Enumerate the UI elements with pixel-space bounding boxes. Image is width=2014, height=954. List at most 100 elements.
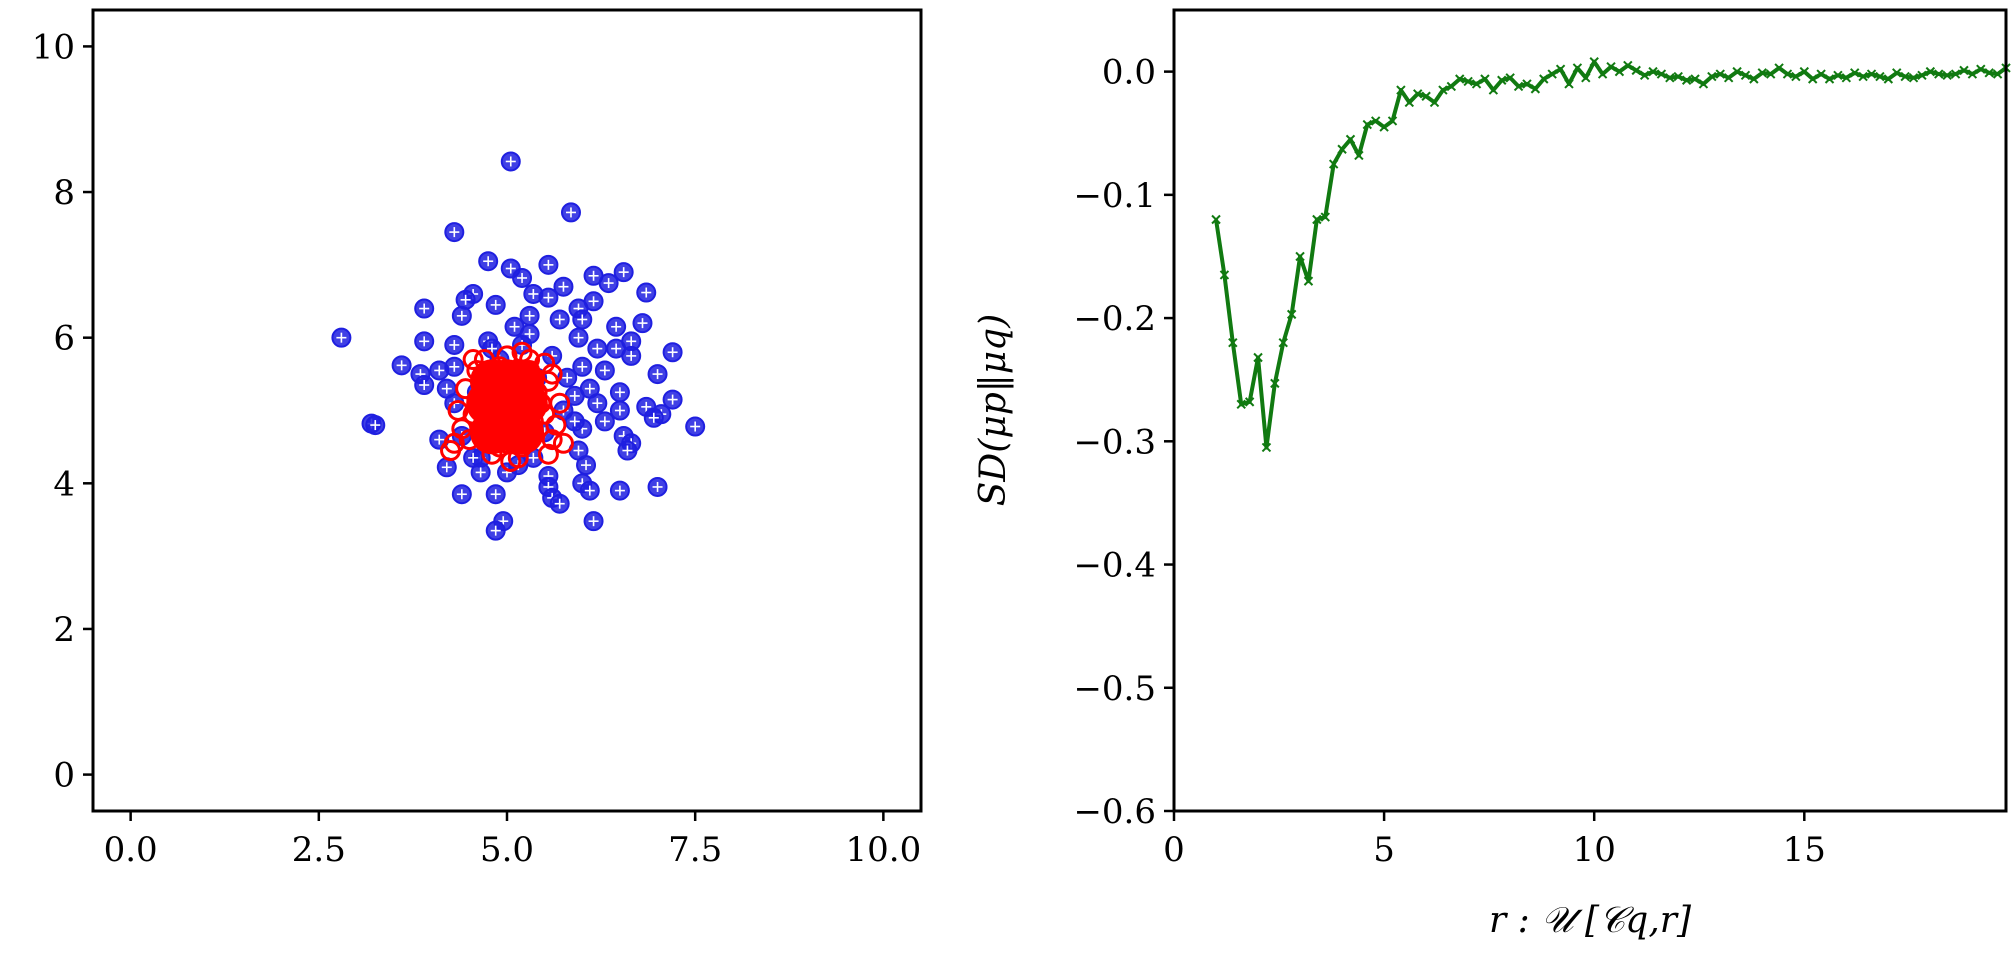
- left-y-tick-label: 2: [53, 610, 75, 650]
- sd-point: [1522, 79, 1532, 89]
- sd-point: [1723, 73, 1734, 83]
- sd-point: [1463, 76, 1473, 87]
- sd-point: [1547, 69, 1557, 79]
- blue-point: [451, 484, 472, 505]
- sd-line: [1214, 59, 2008, 450]
- sd-point: [1572, 63, 1583, 73]
- sd-point: [1942, 70, 1952, 81]
- right-y-tick-label: −0.1: [1073, 176, 1156, 216]
- sd-point: [1270, 378, 1280, 389]
- sd-point: [1303, 276, 1314, 286]
- right-y-tick-label: −0.6: [1073, 792, 1156, 832]
- right-y-tick-label: 0.0: [1102, 53, 1156, 93]
- sd-point: [1505, 73, 1515, 83]
- sd-point: [1740, 70, 1751, 81]
- blue-point: [598, 273, 619, 294]
- red-point-cluster: [500, 359, 545, 404]
- sd-point: [1413, 89, 1423, 99]
- sd-point: [1665, 73, 1675, 83]
- blue-point: [504, 316, 525, 337]
- blue-point: [414, 375, 435, 396]
- blue-point: [331, 327, 352, 348]
- sd-point: [1967, 69, 1978, 79]
- sd-point: [1244, 397, 1255, 407]
- blue-point: [606, 316, 627, 337]
- red-point: [534, 352, 556, 374]
- sd-point: [1908, 73, 1919, 83]
- sd-point: [1480, 74, 1490, 84]
- blue-point: [365, 415, 386, 436]
- sd-point: [1673, 71, 1683, 82]
- sd-point: [1765, 69, 1776, 79]
- sd-point: [1539, 74, 1549, 84]
- right-x-tick-label: 0: [1163, 830, 1185, 870]
- left-scatter-panel: 0.0 2.5 5.0 7.5 10.0 0 2 4 6 8 10: [32, 8, 923, 870]
- sd-point: [1858, 71, 1868, 82]
- sd-point: [1286, 309, 1297, 320]
- left-x-tick-label: 7.5: [668, 830, 722, 870]
- blue-point: [549, 309, 570, 330]
- left-y-tick-label: 6: [53, 319, 75, 359]
- sd-point: [1429, 97, 1440, 108]
- blue-point: [587, 338, 608, 359]
- sd-point: [1446, 81, 1457, 92]
- blue-point: [560, 202, 581, 223]
- sd-point: [1497, 75, 1507, 85]
- blue-point: [685, 416, 706, 437]
- red-point: [545, 414, 567, 436]
- sd-point: [1757, 68, 1767, 78]
- blue-point: [451, 305, 472, 326]
- blue-point: [662, 389, 683, 410]
- left-axis-ticks: 0.0 2.5 5.0 7.5 10.0 0 2 4 6 8 10: [32, 27, 921, 870]
- sd-point: [1328, 159, 1339, 169]
- right-line-marks: [1211, 57, 2011, 453]
- sd-point: [1261, 442, 1272, 453]
- sd-point: [1850, 68, 1860, 78]
- blue-point: [436, 457, 457, 478]
- blue-point: [553, 276, 574, 297]
- sd-point: [1639, 70, 1650, 81]
- right-y-tick-label: −0.4: [1073, 546, 1156, 586]
- sd-point: [1707, 71, 1717, 82]
- sd-point: [1950, 69, 1961, 79]
- sd-point: [1841, 73, 1852, 83]
- blue-point: [594, 411, 615, 432]
- left-x-tick-label: 2.5: [292, 830, 346, 870]
- sd-point: [1589, 57, 1599, 67]
- blue-point: [609, 480, 630, 501]
- blue-point: [478, 251, 499, 272]
- sd-point: [1455, 74, 1465, 84]
- left-plot-frame: [91, 8, 923, 813]
- sd-point: [1934, 69, 1944, 79]
- left-y-tick-label: 4: [53, 464, 75, 504]
- sd-point: [1900, 71, 1910, 82]
- right-axis-ticks: 0 5 10 15 0.0 −0.1 −0.2 −0.3 −0.4 −0.5 −0.6: [1073, 53, 1825, 870]
- blue-point: [583, 291, 604, 312]
- blue-point: [538, 254, 559, 275]
- blue-point: [609, 400, 630, 421]
- blue-point: [444, 356, 465, 377]
- blue-point: [549, 493, 570, 514]
- blue-point: [636, 282, 657, 303]
- sd-point: [1253, 352, 1263, 363]
- sd-point: [1816, 69, 1826, 79]
- blue-point: [609, 382, 630, 403]
- blue-point: [617, 440, 638, 461]
- sd-point: [1345, 134, 1356, 145]
- blue-point: [564, 411, 585, 432]
- sd-point: [1992, 69, 2003, 79]
- red-point-cluster: [469, 410, 514, 455]
- blue-point: [485, 520, 506, 541]
- sd-point: [1791, 71, 1801, 82]
- sd-point: [1370, 116, 1381, 126]
- left-x-tick-label: 0.0: [104, 830, 158, 870]
- blue-point: [429, 360, 450, 381]
- sd-point: [1866, 69, 1877, 79]
- sd-point: [1681, 75, 1692, 85]
- right-y-axis-label: SD(μp‖μq): [973, 314, 1014, 507]
- right-y-tick-label: −0.5: [1073, 669, 1156, 709]
- sd-point: [1656, 69, 1667, 79]
- sd-point: [1219, 270, 1230, 280]
- sd-point: [1774, 63, 1784, 73]
